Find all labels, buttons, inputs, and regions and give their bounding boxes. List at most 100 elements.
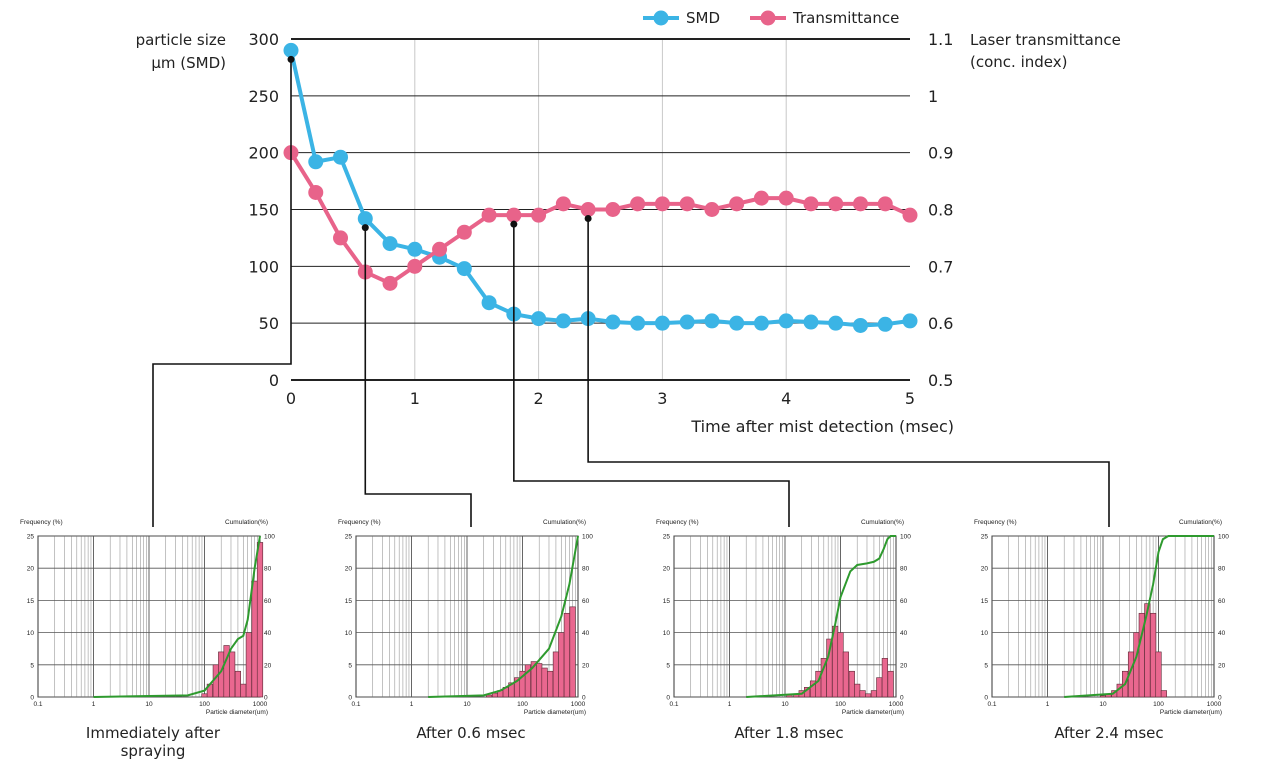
- histogram-y2-tick: 0: [1218, 695, 1222, 702]
- data-point-transmittance: [729, 196, 745, 212]
- histogram-y-label: Frequency (%): [338, 519, 381, 526]
- histogram-x-tick: 100: [517, 701, 528, 708]
- callout-connectors: [152, 55, 1110, 527]
- y2-tick-label: 0.5: [928, 371, 953, 390]
- histogram-y2-tick: 40: [1218, 630, 1226, 637]
- histogram-caption: After 2.4 msec: [1054, 724, 1163, 742]
- legend-label: Transmittance: [792, 9, 899, 27]
- histogram-y-tick: 15: [981, 598, 989, 605]
- series-line-transmittance: [289, 151, 911, 286]
- y-axis-title: particle size: [136, 31, 226, 49]
- histogram-after-1-8-msec: 0 0 5 20 10 40 15 60 20 80 25 100 0.1 1 10 100 1000 Frequ…: [656, 519, 911, 742]
- data-point-transmittance: [308, 184, 324, 200]
- y-tick-label: 50: [259, 314, 279, 333]
- histogram-y-tick: 25: [345, 534, 353, 541]
- data-point-transmittance: [902, 207, 918, 223]
- histogram-y2-label: Cumulation(%): [1179, 519, 1222, 526]
- data-point-smd: [333, 149, 349, 165]
- y2-tick-label: 0.9: [928, 144, 953, 163]
- histogram-y2-tick: 20: [900, 662, 908, 669]
- data-point-transmittance: [333, 230, 349, 246]
- histogram-y2-tick: 60: [1218, 598, 1226, 605]
- data-point-transmittance: [679, 196, 695, 212]
- data-point-smd: [679, 314, 695, 330]
- data-point-transmittance: [630, 196, 646, 212]
- histogram-bar: [848, 670, 855, 698]
- y2-tick-label: 0.7: [928, 257, 953, 276]
- x-tick-label: 0: [286, 389, 296, 408]
- histogram-x-tick: 10: [1099, 701, 1107, 708]
- histogram-y2-tick: 20: [264, 662, 272, 669]
- histogram-y-label: Frequency (%): [20, 519, 63, 526]
- cumulative-curve: [1064, 535, 1214, 698]
- y-axis-title: µm (SMD): [151, 54, 226, 72]
- histogram-bar: [234, 670, 241, 698]
- data-point-smd: [308, 154, 324, 170]
- histogram-bar: [881, 658, 888, 698]
- data-point-transmittance: [407, 258, 423, 274]
- histogram-y-tick: 5: [30, 662, 34, 669]
- histogram-x-tick: 1: [728, 701, 732, 708]
- histogram-x-label: Particle diameter(um): [524, 709, 586, 716]
- histogram-x-tick: 100: [199, 701, 210, 708]
- histogram-bar: [1155, 651, 1162, 698]
- connector-dot: [361, 224, 369, 232]
- x-axis-title: Time after mist detection (msec): [690, 417, 954, 436]
- histogram-y2-tick: 0: [900, 695, 904, 702]
- data-point-transmittance: [531, 207, 547, 223]
- y2-axis-title: Laser transmittance: [970, 31, 1121, 49]
- y2-tick-label: 0.8: [928, 201, 953, 220]
- histogram-y-tick: 15: [345, 598, 353, 605]
- histogram-y2-tick: 40: [264, 630, 272, 637]
- y2-tick-label: 1.1: [928, 30, 953, 49]
- data-point-transmittance: [852, 196, 868, 212]
- histogram-bar: [887, 670, 894, 698]
- histogram-bar: [524, 664, 531, 698]
- histogram-caption: After 0.6 msec: [416, 724, 525, 742]
- histogram-y2-tick: 40: [582, 630, 590, 637]
- data-point-transmittance: [803, 196, 819, 212]
- histogram-y-tick: 0: [30, 695, 34, 702]
- data-point-transmittance: [382, 275, 398, 291]
- histogram-x-label: Particle diameter(um): [1160, 709, 1222, 716]
- data-point-smd: [605, 314, 621, 330]
- histogram-x-tick: 1000: [253, 701, 268, 708]
- data-point-smd: [283, 42, 299, 58]
- histogram-bar: [1150, 612, 1157, 698]
- legend-swatch-marker: [653, 10, 669, 26]
- y-tick-label: 300: [248, 30, 279, 49]
- histogram-x-tick: 100: [1153, 701, 1164, 708]
- data-point-smd: [753, 315, 769, 331]
- cumulative-curve: [746, 535, 896, 698]
- histogram-y-tick: 0: [666, 695, 670, 702]
- histogram-y-tick: 15: [27, 598, 35, 605]
- histogram-x-label: Particle diameter(um): [206, 709, 268, 716]
- histogram-y-tick: 10: [27, 630, 35, 637]
- histogram-x-label: Particle diameter(um): [842, 709, 904, 716]
- data-point-transmittance: [506, 207, 522, 223]
- y-tick-label: 100: [248, 257, 279, 276]
- histogram-y2-tick: 0: [264, 695, 268, 702]
- histogram-y-tick: 20: [663, 566, 671, 573]
- y-tick-label: 250: [248, 87, 279, 106]
- histogram-bar: [1160, 690, 1167, 698]
- y2-tick-label: 1: [928, 87, 938, 106]
- histogram-y-tick: 5: [666, 662, 670, 669]
- histogram-y2-tick: 60: [900, 598, 908, 605]
- data-point-transmittance: [778, 190, 794, 206]
- y-tick-label: 0: [269, 371, 279, 390]
- cumulative-curve: [428, 535, 579, 698]
- data-point-transmittance: [432, 241, 448, 257]
- histogram-bar: [229, 651, 236, 698]
- histogram-x-tick: 0.1: [33, 701, 42, 708]
- histogram-x-tick: 0.1: [351, 701, 360, 708]
- histogram-bar: [251, 580, 258, 698]
- data-point-smd: [902, 313, 918, 329]
- data-point-transmittance: [654, 196, 670, 212]
- histogram-y-label: Frequency (%): [974, 519, 1017, 526]
- histogram-bar: [876, 677, 883, 698]
- data-point-smd: [630, 315, 646, 331]
- histogram-y-tick: 0: [984, 695, 988, 702]
- histogram-caption: spraying: [121, 742, 186, 760]
- histogram-x-tick: 0.1: [987, 701, 996, 708]
